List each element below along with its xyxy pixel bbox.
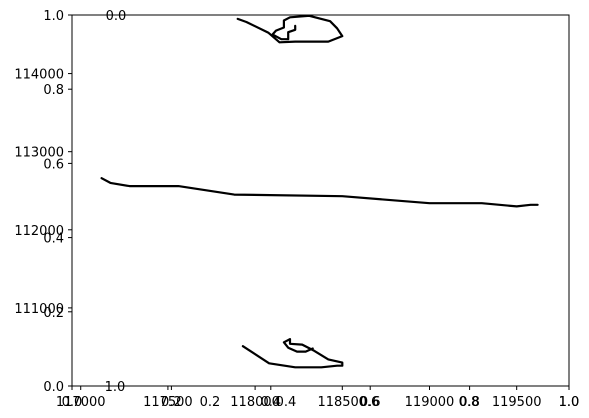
axis-tick-labels: 0.0 0.2 0.4 0.6 0.8 1.00.00.20.40.60.81.01170… xyxy=(14,9,579,410)
overlay-y-tick-label: 0.0 xyxy=(43,380,64,395)
x-tick-label: 117500 xyxy=(143,395,193,410)
overlay-y-tick-label: 1.0 xyxy=(43,9,64,24)
contour-line-1 xyxy=(236,14,344,44)
secondary-x-tick-label: 1.0 xyxy=(559,395,580,410)
x-tick-label: 119000 xyxy=(405,395,455,410)
x-tick-label: 117000 xyxy=(56,395,106,410)
y-tick-label: 112000 xyxy=(14,224,64,239)
overlay-x-tick-label: 0.4 xyxy=(260,395,281,410)
overlay-x-tick-label: 0.2 xyxy=(161,395,182,410)
contour-lines xyxy=(100,14,539,369)
stray-top-label: 0.0 xyxy=(106,9,127,24)
axis-ticks xyxy=(68,14,570,390)
secondary-x-tick-label: 0.2 xyxy=(200,395,221,410)
overlay-y-tick-label: 0.8 xyxy=(43,83,64,98)
secondary-x-tick-label: 0.8 xyxy=(459,395,480,410)
contour-line-2 xyxy=(100,177,539,208)
overlay-x-tick-label: 0.0 xyxy=(62,395,83,410)
stray-x-label: 1.0 xyxy=(105,380,126,395)
x-tick-label: 119500 xyxy=(492,395,542,410)
overlay-y-tick-label: 0.4 xyxy=(43,232,64,247)
plot-background xyxy=(72,15,569,386)
overlay-y-tick-label: 0.6 xyxy=(43,157,64,172)
axes-frame xyxy=(71,14,570,387)
secondary-x-tick-label: 0.4 xyxy=(276,395,297,410)
overlay-x-tick-label: 0.6 xyxy=(360,395,381,410)
x-tick-label: 118000 xyxy=(230,395,280,410)
overlay-x-tick-label: 0.8 xyxy=(459,395,480,410)
overlay-x-tick-label: 1.0 xyxy=(559,395,580,410)
y-tick-label: 113000 xyxy=(14,146,64,161)
secondary-x-tick-label: 0.6 xyxy=(359,395,380,410)
y-tick-label: 114000 xyxy=(14,68,64,83)
y-tick-label: 111000 xyxy=(14,302,64,317)
contour-line-3 xyxy=(241,338,344,369)
overlay-y-tick-label: 0.2 xyxy=(43,306,64,321)
x-tick-label: 118500 xyxy=(317,395,367,410)
